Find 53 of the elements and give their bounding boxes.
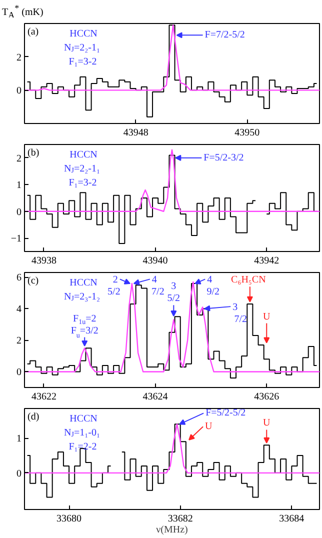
y-tick-label: 6 <box>16 272 22 284</box>
annotation: 7/2 <box>152 286 164 298</box>
annotation: U <box>263 418 272 429</box>
annotation: 4 <box>207 274 212 286</box>
x-tick-label: 43626 <box>254 392 280 402</box>
annotation: C₆H₅CN <box>231 274 266 286</box>
y-tick-label: 0 <box>16 86 22 97</box>
y-tick-label: 2 <box>16 52 22 64</box>
y-tick-label: −1 <box>10 234 22 245</box>
annotation: F₁=3-2 <box>68 178 97 188</box>
annotation: 3 <box>171 281 176 292</box>
annotation: F=5/2-5/2 <box>206 408 246 419</box>
annotation: (a) <box>28 26 39 38</box>
annotation: U <box>263 311 272 322</box>
x-tick-label: 43942 <box>254 256 280 266</box>
annotation: 5/2 <box>108 286 120 298</box>
annotation: HCCN <box>70 414 98 424</box>
x-axis-title: ν(MHz) <box>156 524 188 536</box>
y-tick-label: 4 <box>16 304 22 316</box>
line-series <box>24 24 320 91</box>
x-tick-label: 33684 <box>279 514 304 524</box>
y-tick-label: 0 <box>16 206 22 218</box>
annotation: F=5/2-3/2 <box>204 152 244 164</box>
y-tick-label: 1 <box>16 434 22 445</box>
annotation: HCCN <box>70 278 98 288</box>
x-tick-label: 43950 <box>234 128 260 138</box>
annotation: F₁=2-2 <box>68 442 97 452</box>
annotation: U <box>205 421 214 432</box>
annotation: HCCN <box>70 28 98 40</box>
x-tick-label: 33680 <box>56 514 82 524</box>
x-tick-label: 43624 <box>142 392 168 402</box>
x-tick-label: 43938 <box>31 256 56 266</box>
annotation: (c) <box>28 276 39 286</box>
annotation: F₁=3-2 <box>68 56 97 68</box>
y-tick-label: 2 <box>16 153 22 164</box>
annotation: 7/2 <box>234 314 248 326</box>
annotation: 9/2 <box>206 286 220 298</box>
annotation: 5/2 <box>167 293 180 304</box>
y-tick-label: 0 <box>16 367 22 378</box>
annotation: HCCN <box>70 150 98 160</box>
x-tick-label: 33682 <box>168 514 193 524</box>
annotation: (d) <box>28 412 40 422</box>
y-tick-label: 0 <box>16 468 22 480</box>
annotation: (b) <box>28 148 40 158</box>
annotation: 2 <box>112 274 118 286</box>
x-tick-label: 43940 <box>142 256 168 266</box>
x-tick-label: 43948 <box>123 128 148 138</box>
annotation: F=7/2-5/2 <box>204 30 245 41</box>
annotation: 4 <box>152 274 157 286</box>
y-tick-label: 2 <box>16 336 22 347</box>
y-tick-label: 1 <box>16 180 22 192</box>
annotation: 3 <box>232 302 238 314</box>
x-tick-label: 43622 <box>31 392 56 402</box>
